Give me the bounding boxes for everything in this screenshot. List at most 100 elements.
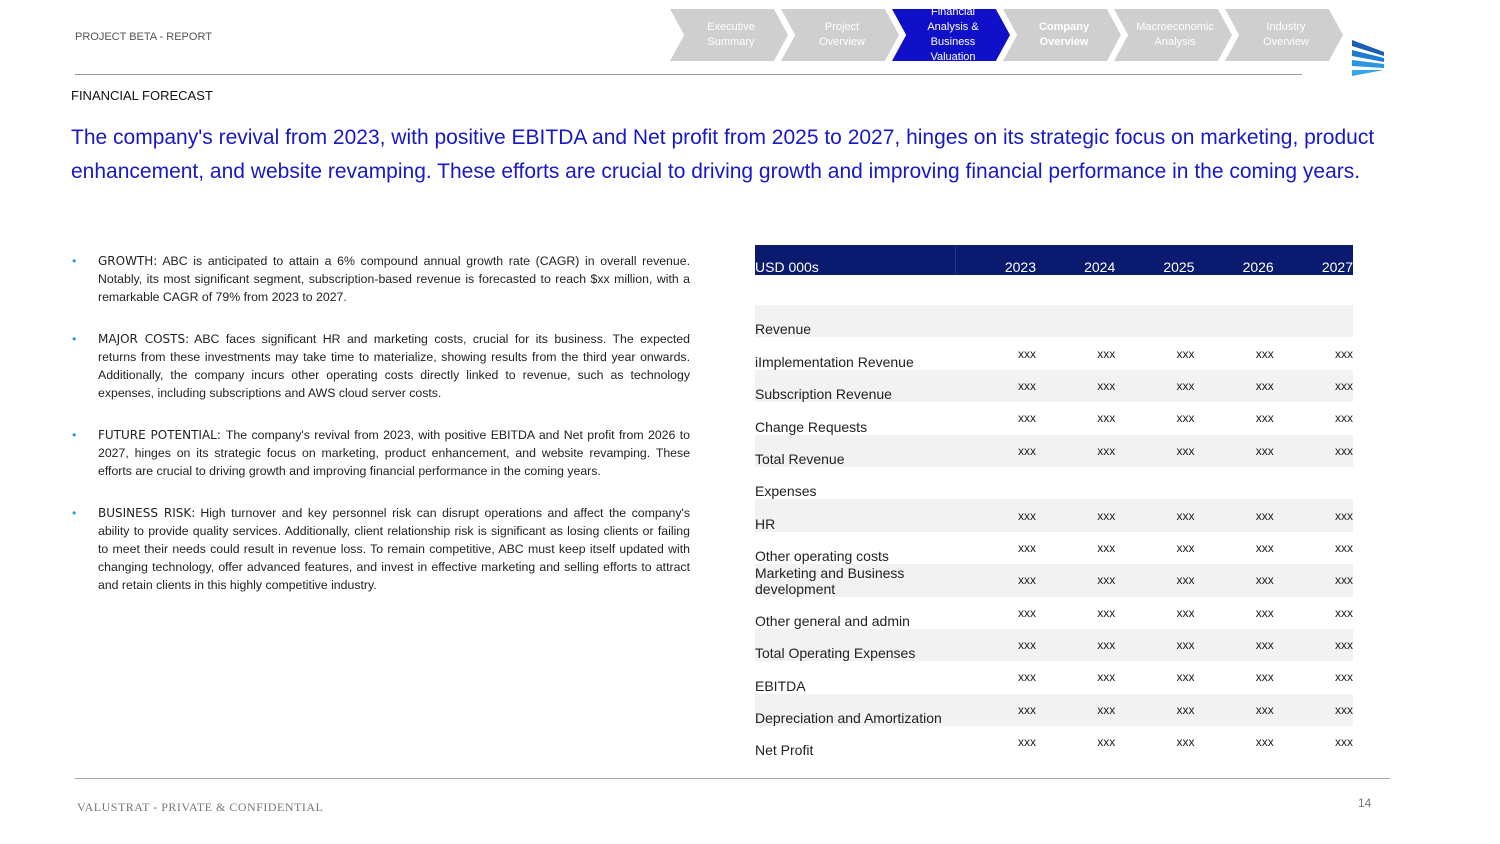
value-cell: xxx — [1097, 411, 1116, 426]
bullet-text: ABC faces significant HR and marketing c… — [98, 332, 690, 400]
value-cell: xxx — [1018, 346, 1037, 361]
value-cell: xxx — [955, 628, 1037, 662]
nav-tab[interactable]: Industry Overview — [1225, 9, 1343, 61]
value-cell: xxx — [1255, 540, 1274, 555]
value-cell: xxx — [1273, 434, 1353, 467]
value-cell: xxx — [1273, 564, 1353, 597]
value-cell: xxx — [1255, 605, 1274, 620]
headline: The company's revival from 2023, with po… — [71, 126, 1375, 183]
row-label: EBITDA — [755, 677, 806, 694]
nav-tab[interactable]: Macroeconomic Analysis — [1114, 9, 1232, 61]
table-body: Revenue iImplementation Revenue xxx xxx xxx x… — [755, 275, 1353, 758]
value-cell: xxx — [1097, 540, 1116, 555]
value-cell: xxx — [1273, 693, 1353, 727]
value-cell: xxx — [1194, 499, 1274, 532]
value-cell: xxx — [1255, 346, 1274, 361]
value-cell: xxx — [1176, 540, 1195, 555]
value-cell: xxx — [1018, 411, 1037, 426]
bullet-label: MAJOR COSTS: — [98, 332, 190, 346]
value-cell: xxx — [1194, 434, 1274, 467]
row-label: Net Profit — [755, 742, 814, 759]
table-row: Depreciation and Amortization xxx xxx xxx xx… — [755, 693, 1353, 727]
row-label: Other general and admin — [755, 612, 910, 629]
value-cell: xxx — [1036, 693, 1116, 727]
value-cell: xxx — [1018, 540, 1037, 555]
value-cell: xxx — [955, 693, 1037, 727]
bullet-label: FUTURE POTENTIAL: — [98, 428, 221, 442]
value-cell: xxx — [1115, 628, 1195, 662]
value-cell: xxx — [1176, 605, 1195, 620]
row-label: Change Requests — [755, 418, 868, 435]
table-row: Marketing and Business development xxx xxx… — [755, 564, 1353, 597]
value-cell: xxx — [1097, 605, 1116, 620]
value-cell: xxx — [1176, 670, 1195, 685]
value-cell: xxx — [1273, 369, 1353, 403]
nav-tab[interactable]: Company Overview — [1003, 9, 1121, 61]
header-cell: 2026 — [1194, 245, 1274, 275]
table-row: HR xxx xxx xxx xxx xxx — [755, 499, 1353, 532]
header-cell: 2023 — [955, 245, 1037, 275]
value-cell: xxx — [1036, 564, 1116, 597]
logo-stripe — [1352, 50, 1384, 62]
bullet-list: GROWTH:ABC is anticipated to attain a 6%… — [72, 252, 690, 618]
value-cell: xxx — [1335, 540, 1353, 555]
value-cell: xxx — [1115, 369, 1195, 403]
spacer — [755, 275, 1353, 305]
value-cell: xxx — [1335, 735, 1353, 750]
row-label: HR — [755, 499, 956, 532]
value-cell: xxx — [1273, 628, 1353, 662]
value-cell: xxx — [955, 369, 1037, 403]
project-title: PROJECT BETA - REPORT — [75, 31, 212, 43]
value-cell: xxx — [1018, 735, 1037, 750]
row-label: Total Revenue — [755, 434, 956, 467]
header-cell: USD 000s — [755, 245, 956, 275]
row-label: Marketing and Business development — [755, 564, 956, 597]
bullet: GROWTH:ABC is anticipated to attain a 6%… — [72, 252, 690, 306]
value-cell: xxx — [1273, 499, 1353, 532]
nav-bar: Executive Summary Project Overview Financi… — [670, 9, 1343, 61]
table-row: iImplementation Revenue xxx xxx xxx xxx xxx — [755, 337, 1353, 370]
logo-stripe — [1352, 60, 1384, 68]
value-cell: xxx — [1194, 369, 1274, 403]
value-cell: xxx — [1194, 693, 1274, 727]
value-cell: xxx — [1097, 346, 1116, 361]
logo-stripe — [1352, 40, 1384, 56]
header-cell: 2025 — [1115, 245, 1195, 275]
value-cell: xxx — [1036, 434, 1116, 467]
table-row: Subscription Revenue xxx xxx xxx xxx xxx — [755, 369, 1353, 403]
value-cell: xxx — [1036, 499, 1116, 532]
bullet-label: GROWTH: — [98, 254, 158, 268]
nav-tab[interactable]: Executive Summary — [670, 9, 788, 61]
row-label: Total Operating Expenses — [755, 628, 956, 662]
value-cell: xxx — [1018, 670, 1037, 685]
table-row: Net Profit xxx xxx xxx xxx xxx — [755, 726, 1353, 758]
table-row: Revenue — [755, 305, 1353, 338]
value-cell: xxx — [955, 499, 1037, 532]
table-row: Other operating costs xxx xxx xxx xxx xxx — [755, 532, 1353, 564]
nav-tab[interactable]: Financial Analysis & Business Valuation — [892, 9, 1010, 61]
row-label: Other operating costs — [755, 548, 889, 565]
table-row: Change Requests xxx xxx xxx xxx xxx — [755, 402, 1353, 434]
value-cell: xxx — [1018, 605, 1037, 620]
value-cell: xxx — [1335, 411, 1353, 426]
value-cell: xxx — [955, 564, 1037, 597]
bullet: BUSINESS RISK:High turnover and key pers… — [72, 504, 690, 594]
value-cell: xxx — [1115, 564, 1195, 597]
value-cell: xxx — [1036, 628, 1116, 662]
value-cell: xxx — [1176, 411, 1195, 426]
value-cell: xxx — [955, 434, 1037, 467]
value-cell: xxx — [1036, 369, 1116, 403]
table-row: EBITDA xxx xxx xxx xxx xxx — [755, 661, 1353, 693]
value-cell: xxx — [1335, 670, 1353, 685]
bullet-text: The company's revival from 2023, with po… — [98, 428, 690, 478]
row-label: Expenses — [755, 483, 817, 500]
value-cell: xxx — [1176, 346, 1195, 361]
row-label: Revenue — [755, 305, 1353, 338]
value-cell: xxx — [1194, 628, 1274, 662]
header-cell: 2024 — [1036, 245, 1116, 275]
nav-tab[interactable]: Project Overview — [781, 9, 899, 61]
page-number: 14 — [1358, 796, 1372, 810]
row-label: Depreciation and Amortization — [755, 693, 956, 727]
value-cell: xxx — [1255, 411, 1274, 426]
